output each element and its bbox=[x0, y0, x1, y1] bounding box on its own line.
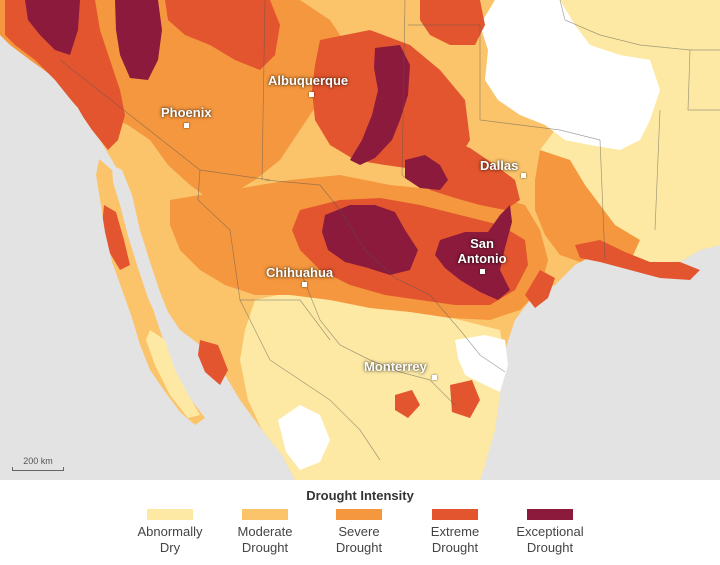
no-drought-plains bbox=[480, 0, 660, 150]
legend-label-abnormally-dry: Abnormally Dry bbox=[137, 524, 203, 555]
city-label-dallas: Dallas bbox=[480, 158, 519, 173]
legend-label-extreme: Extreme Drought bbox=[430, 524, 480, 555]
exceptional-nw-1 bbox=[25, 0, 80, 55]
city-label-chihuahua: Chihuahua bbox=[266, 265, 334, 280]
city-label-monterrey: Monterrey bbox=[364, 359, 427, 374]
legend-title: Drought Intensity bbox=[306, 488, 414, 503]
legend-item-abnormally-dry: Abnormally Dry bbox=[124, 509, 216, 556]
legend-swatch-abnormally-dry bbox=[147, 509, 193, 520]
extreme-north bbox=[420, 0, 485, 45]
gulf-of-mexico bbox=[490, 265, 720, 480]
drought-map bbox=[0, 0, 720, 480]
no-drought-coast bbox=[455, 335, 508, 392]
legend-label-exceptional: Exceptional Drought bbox=[516, 524, 584, 555]
city-marker-monterrey bbox=[432, 375, 437, 380]
legend-swatch-severe bbox=[336, 509, 382, 520]
extreme-sinaloa bbox=[198, 340, 228, 385]
exceptional-new-mexico bbox=[350, 45, 410, 165]
extreme-west-coast bbox=[5, 0, 125, 150]
scale-bar: 200 km bbox=[12, 456, 64, 471]
city-label-phoenix: Phoenix bbox=[161, 105, 212, 120]
gulf-of-california bbox=[112, 165, 180, 348]
legend-label-severe: Severe Drought bbox=[335, 524, 383, 555]
severe-east-texas bbox=[535, 150, 640, 262]
exceptional-texas-panhandle bbox=[405, 155, 448, 190]
legend-swatch-extreme bbox=[432, 509, 478, 520]
legend-item-extreme: Extreme Drought bbox=[409, 509, 501, 556]
legend: Drought Intensity Abnormally Dry Moderate… bbox=[0, 480, 720, 565]
city-marker-san-antonio bbox=[480, 269, 485, 274]
baja-dry-tip bbox=[146, 330, 200, 418]
city-label-san-antonio: San Antonio bbox=[457, 236, 507, 266]
no-drought-south bbox=[278, 405, 330, 470]
city-marker-phoenix bbox=[184, 123, 189, 128]
pacific-coast bbox=[0, 40, 258, 480]
border-lines bbox=[59, 0, 720, 461]
exceptional-nw-2 bbox=[115, 0, 162, 80]
extreme-patch-monterrey bbox=[395, 390, 420, 418]
extreme-north-central bbox=[165, 0, 280, 70]
city-marker-albuquerque bbox=[309, 92, 314, 97]
legend-swatch-moderate bbox=[242, 509, 288, 520]
exceptional-west-texas bbox=[322, 205, 418, 275]
extreme-gulf-south bbox=[525, 270, 555, 308]
baja-peninsula bbox=[96, 158, 205, 425]
city-marker-dallas bbox=[521, 173, 526, 178]
legend-label-moderate: Moderate Drought bbox=[237, 524, 293, 555]
city-marker-chihuahua bbox=[302, 282, 307, 287]
scale-bar-line bbox=[12, 467, 64, 471]
baja-extreme-zone bbox=[102, 205, 130, 270]
extreme-north-texas bbox=[410, 135, 520, 210]
extreme-patch-south bbox=[450, 380, 480, 418]
scale-label: 200 km bbox=[23, 456, 53, 466]
city-label-albuquerque: Albuquerque bbox=[268, 73, 349, 88]
legend-item-moderate: Moderate Drought bbox=[219, 509, 311, 556]
legend-item-exceptional: Exceptional Drought bbox=[504, 509, 596, 556]
legend-item-severe: Severe Drought bbox=[313, 509, 405, 556]
extreme-gulf-coast bbox=[575, 240, 700, 280]
exceptional-san-antonio bbox=[435, 205, 512, 300]
legend-swatch-exceptional bbox=[527, 509, 573, 520]
